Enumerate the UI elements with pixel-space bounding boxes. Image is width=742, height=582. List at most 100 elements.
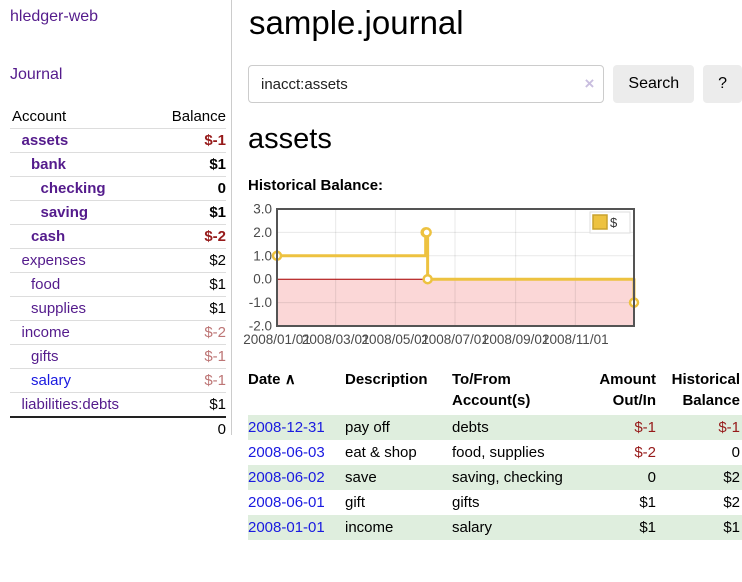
account-balance: $-2: [154, 224, 226, 249]
account-balance: $-1: [154, 368, 226, 393]
help-button[interactable]: ?: [703, 65, 742, 103]
date-cell: 2008-06-03: [248, 440, 345, 465]
account-link[interactable]: salary: [31, 372, 72, 389]
account-row: expenses $2: [10, 248, 226, 273]
data-point-marker: [422, 273, 433, 285]
accounts-cell: food, supplies: [452, 440, 592, 465]
y-axis-tick-label: 2.0: [253, 225, 272, 240]
data-point-marker: [421, 227, 432, 238]
account-name-cell: salary: [10, 368, 155, 393]
register-table: Date ∧ Description To/From Account(s) Am…: [248, 367, 742, 540]
account-link[interactable]: saving: [40, 204, 89, 221]
register-tbody: 2008-12-31 pay off debts $-1 $-1 2008-06-03 ea…: [248, 415, 742, 540]
register-header-balance: Historical Balance: [671, 371, 740, 409]
account-row: gifts $-1: [10, 344, 226, 369]
negative-region: [277, 279, 634, 326]
accounts-total-spacer: [10, 416, 155, 441]
transaction-date-link[interactable]: 2008-06-03: [248, 444, 325, 461]
y-axis-tick-label: 1.0: [253, 248, 272, 263]
balance-cell: 0: [731, 444, 740, 461]
amount-cell: $-1: [634, 419, 656, 436]
accounts-tbody: assets $-1 bank $1 checking 0 saving $1 cash $-2 e…: [10, 128, 226, 417]
account-balance: $1: [154, 152, 226, 177]
x-axis-tick-label: 2008/03/01: [302, 332, 370, 347]
accounts-cell: gifts: [452, 490, 592, 515]
account-name-cell: cash: [10, 224, 155, 249]
date-cell: 2008-06-02: [248, 465, 345, 490]
transaction-date-link[interactable]: 2008-06-02: [248, 469, 325, 486]
legend-swatch: [592, 214, 608, 230]
search-button[interactable]: Search: [613, 65, 695, 103]
accounts-list: food, supplies: [452, 444, 545, 461]
account-name-cell: food: [10, 272, 155, 297]
account-balance: $1: [154, 272, 226, 297]
accounts-table: Account Balance assets $-1 bank $1 checking 0…: [10, 106, 226, 441]
sidebar: hledger-web Journal Account Balance asse…: [0, 0, 232, 441]
account-name-cell: saving: [10, 200, 155, 225]
account-row: saving $1: [10, 200, 226, 225]
account-link[interactable]: food: [31, 276, 61, 293]
description-cell: pay off: [345, 419, 390, 436]
historical-balance-chart[interactable]: $3.0 2.0 1.0 0.0 -1.0 -2.0 2008/01/01 2008/03/0…: [240, 202, 742, 352]
account-link[interactable]: cash: [31, 228, 66, 245]
account-row: cash $-2: [10, 224, 226, 249]
y-axis-tick-label: -1.0: [249, 295, 272, 310]
transaction-date-link[interactable]: 2008-06-01: [248, 494, 325, 511]
register-header-accounts: To/From Account(s): [452, 371, 531, 409]
register-header-row: Date ∧ Description To/From Account(s) Am…: [248, 367, 742, 415]
y-axis-tick-label: 3.0: [253, 203, 272, 217]
amount-cell: $-2: [634, 444, 656, 461]
y-axis-tick-label: -2.0: [249, 319, 272, 334]
accounts-list: saving, checking: [452, 469, 563, 486]
account-link[interactable]: checking: [40, 180, 106, 197]
account-balance: 0: [154, 176, 226, 201]
sidebar-nav: Journal: [10, 66, 231, 84]
account-link[interactable]: bank: [31, 156, 67, 173]
x-axis-tick-label: 2008/09/01: [482, 332, 550, 347]
transaction-date-link[interactable]: 2008-12-31: [248, 419, 325, 436]
account-name-cell: gifts: [10, 344, 155, 369]
register-row: 2008-01-01 income salary $1 $1: [248, 515, 742, 540]
account-balance: $1: [154, 392, 226, 417]
balance-cell: $-1: [718, 419, 740, 436]
account-name-cell: checking: [10, 176, 155, 201]
account-name-cell: liabilities:debts: [10, 392, 155, 417]
amount-cell: $1: [639, 519, 656, 536]
account-link[interactable]: assets: [21, 132, 69, 149]
balance-cell: $2: [723, 494, 740, 511]
account-balance: $1: [154, 200, 226, 225]
account-row: income $-2: [10, 320, 226, 345]
account-row: checking 0: [10, 176, 226, 201]
accounts-total-value: 0: [154, 416, 226, 441]
clear-search-icon[interactable]: ×: [584, 74, 595, 93]
nav-journal-link[interactable]: Journal: [10, 66, 63, 83]
account-name-cell: income: [10, 320, 155, 345]
account-link[interactable]: gifts: [31, 348, 59, 365]
account-link[interactable]: liabilities:debts: [21, 396, 120, 413]
account-balance: $2: [154, 248, 226, 273]
chart-canvas: $3.0 2.0 1.0 0.0 -1.0 -2.02008/01/012008/03/0…: [243, 202, 640, 347]
register-header-date[interactable]: Date ∧: [248, 367, 345, 415]
app-title-link[interactable]: hledger-web: [10, 8, 99, 25]
account-link[interactable]: supplies: [31, 300, 87, 317]
accounts-list: debts: [452, 419, 489, 436]
register-header-date-label: Date: [248, 371, 281, 388]
search-input[interactable]: [248, 65, 605, 103]
description-cell: income: [345, 519, 394, 536]
accounts-cell: debts: [452, 415, 592, 440]
x-axis-tick-label: 2008/01/01: [243, 332, 311, 347]
search-box: ×: [248, 65, 605, 103]
account-row: liabilities:debts $1: [10, 392, 226, 417]
register-row: 2008-06-02 save saving, checking 0 $2: [248, 465, 742, 490]
register-row: 2008-06-01 gift gifts $1 $2: [248, 490, 742, 515]
description-cell: eat & shop: [345, 444, 417, 461]
search-bar: × Search ?: [248, 65, 742, 103]
accounts-cell: salary: [452, 515, 592, 540]
transaction-date-link[interactable]: 2008-01-01: [248, 519, 325, 536]
date-cell: 2008-12-31: [248, 415, 345, 440]
plot-border: [276, 208, 635, 327]
account-link[interactable]: income: [21, 324, 70, 341]
account-link[interactable]: expenses: [21, 252, 86, 269]
amount-cell: $1: [639, 494, 656, 511]
register-header-amount: Amount Out/In: [599, 371, 656, 409]
